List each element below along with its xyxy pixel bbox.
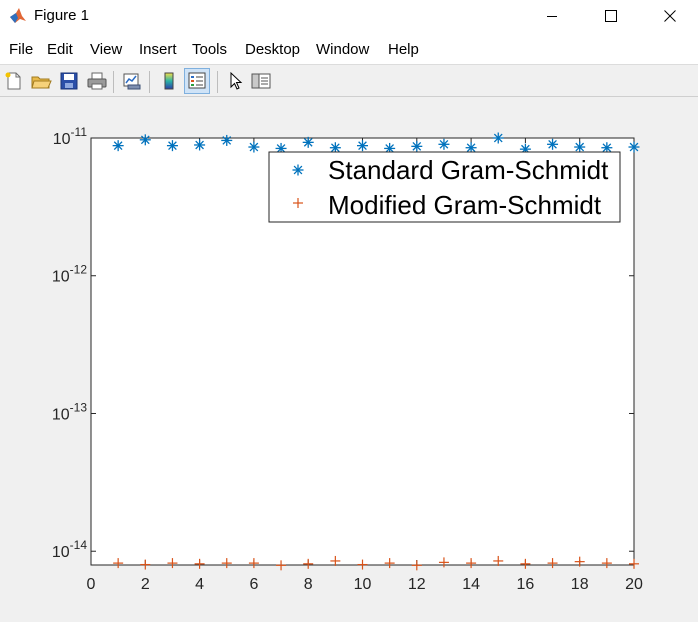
x-tick-label: 12 [408, 576, 426, 593]
save-icon[interactable] [58, 70, 80, 92]
data-point-standard [465, 142, 477, 154]
menu-view[interactable]: View [90, 41, 123, 58]
legend-marker-standard [292, 164, 304, 176]
menu-help[interactable]: Help [388, 41, 419, 58]
toolbar-separator [113, 71, 114, 93]
data-point-modified [330, 555, 341, 566]
data-point-standard [166, 140, 178, 152]
data-point-modified [357, 559, 368, 570]
data-point-standard [112, 140, 124, 152]
close-button[interactable] [647, 0, 693, 32]
legend-button[interactable] [184, 68, 210, 94]
data-point-modified [194, 558, 205, 569]
print-icon[interactable] [86, 70, 108, 92]
y-tick-label: 10-13 [52, 400, 87, 423]
data-point-standard [139, 134, 151, 146]
menu-file[interactable]: File [9, 41, 34, 58]
menu-desktop[interactable]: Desktop [245, 41, 301, 58]
colorbar-icon[interactable] [158, 70, 180, 92]
data-point-modified [248, 558, 259, 569]
data-point-standard [628, 141, 640, 153]
menu-bar: File Edit View Insert Tools Desktop Wind… [0, 32, 698, 84]
y-tick-label: 10-11 [53, 125, 88, 148]
data-point-modified [411, 560, 422, 571]
figure-canvas: 0 2 4 6 8 10 12 14 16 18 20 10-11 10-12 10-13 10-14 S… [52, 125, 643, 593]
x-tick-labels: 0 2 4 6 8 10 12 14 16 18 20 [87, 576, 643, 593]
data-point-standard [574, 141, 586, 153]
x-tick-label: 6 [249, 576, 258, 593]
data-point-standard [221, 134, 233, 146]
data-point-standard [547, 138, 559, 150]
data-point-modified [140, 559, 151, 570]
data-point-modified [438, 557, 449, 568]
data-point-modified [466, 558, 477, 569]
legend-icon [188, 72, 206, 89]
minimize-button[interactable] [529, 0, 575, 32]
x-tick-label: 18 [571, 576, 589, 593]
data-point-modified [493, 555, 504, 566]
x-tick-label: 2 [141, 576, 150, 593]
toolbar-separator [149, 71, 150, 93]
data-point-standard [411, 140, 423, 152]
data-point-modified [303, 558, 314, 569]
open-file-icon[interactable] [30, 70, 52, 92]
menu-window[interactable]: Window [316, 41, 370, 58]
series-standard-gram-schmidt [112, 132, 640, 155]
legend[interactable]: Standard Gram-Schmidt Modified Gram-Schm… [268, 151, 621, 223]
y-tick-label: 10-12 [52, 263, 87, 286]
data-point-modified [629, 558, 639, 569]
x-tick-label: 20 [625, 576, 643, 593]
data-point-modified [574, 556, 585, 567]
close-icon [664, 10, 676, 22]
maximize-button[interactable] [588, 0, 634, 32]
toolbar-separator [217, 71, 218, 93]
maximize-icon [605, 10, 617, 22]
legend-marker-star [292, 164, 304, 176]
y-tick-label: 10-14 [52, 538, 87, 561]
data-point-modified [384, 558, 395, 569]
menu-tools[interactable]: Tools [192, 41, 228, 58]
minimize-icon [547, 16, 557, 17]
legend-box [268, 151, 621, 223]
legend-label-modified: Modified Gram-Schmidt [328, 190, 602, 220]
data-point-standard [438, 138, 450, 150]
window-title: Figure 1 [34, 7, 90, 24]
data-point-modified [547, 558, 558, 569]
title-bar: Figure 1 [0, 0, 698, 32]
data-point-standard [248, 141, 260, 153]
legend-label-standard: Standard Gram-Schmidt [328, 155, 609, 185]
legend-marker-modified [293, 198, 303, 208]
data-point-modified [520, 558, 531, 569]
x-tick-label: 4 [195, 576, 204, 593]
legend-marker-plus [293, 198, 303, 208]
matlab-logo-icon [10, 8, 26, 23]
data-point-modified [113, 558, 124, 569]
data-point-standard [601, 142, 613, 154]
data-point-standard [302, 136, 314, 148]
x-tick-label: 0 [87, 576, 96, 593]
y-tick-labels: 10-11 10-12 10-13 10-14 [52, 125, 87, 561]
edit-plot-pointer-icon[interactable] [225, 70, 247, 92]
menu-edit[interactable]: Edit [47, 41, 73, 58]
property-inspector-icon[interactable] [250, 70, 272, 92]
x-tick-label: 10 [354, 576, 372, 593]
figure-toolbar [0, 64, 698, 97]
data-point-modified [221, 558, 232, 569]
new-figure-icon[interactable] [3, 70, 25, 92]
data-point-standard [357, 140, 368, 152]
data-point-modified [601, 558, 612, 569]
data-point-modified [276, 560, 287, 571]
data-point-standard [194, 139, 206, 151]
link-plot-icon[interactable] [121, 70, 143, 92]
menu-insert[interactable]: Insert [139, 41, 177, 58]
x-tick-label: 14 [462, 576, 480, 593]
series-modified-gram-schmidt [113, 555, 639, 571]
data-point-standard [492, 132, 504, 144]
x-tick-label: 8 [304, 576, 313, 593]
data-point-standard [329, 142, 341, 154]
data-point-modified [167, 558, 178, 569]
x-tick-label: 16 [517, 576, 535, 593]
